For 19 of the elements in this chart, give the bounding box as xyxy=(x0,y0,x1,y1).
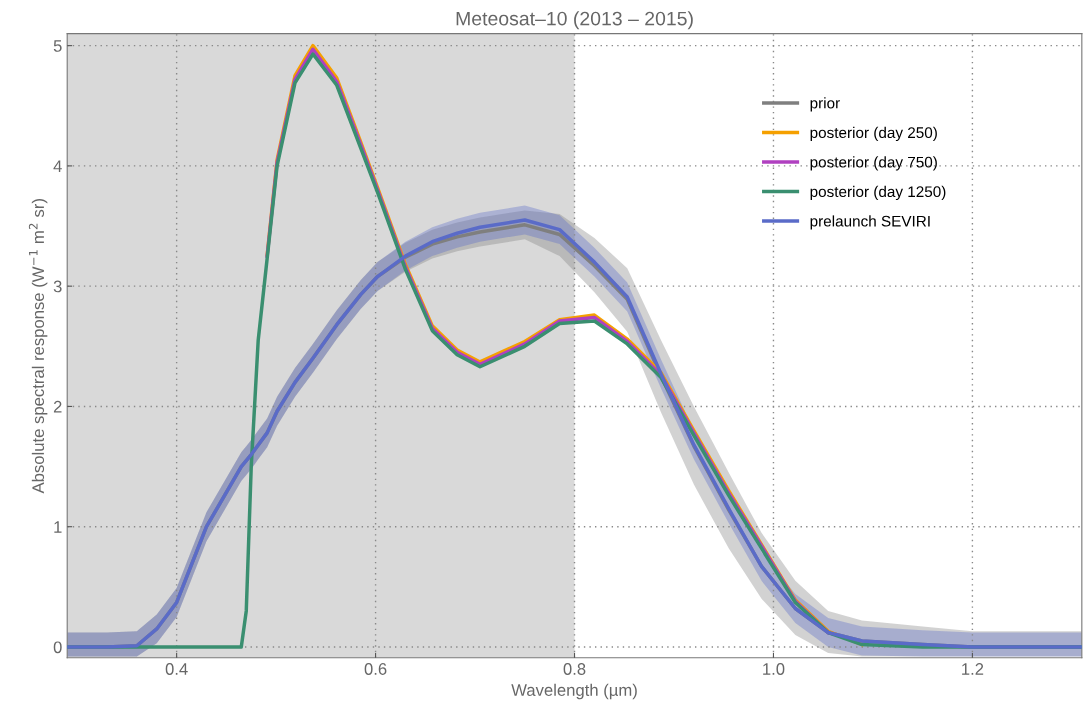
x-tick-label: 1.2 xyxy=(962,663,984,675)
y-tick-label: 1 xyxy=(54,521,62,533)
legend-label: posterior (day 1250) xyxy=(810,185,946,201)
chart-title: Meteosat‒10 (2013 ‒ 2015) xyxy=(456,11,693,30)
y-tick-label: 4 xyxy=(53,160,62,172)
y-tick-label: 3 xyxy=(53,280,62,293)
x-tick-label: 0.6 xyxy=(364,663,387,675)
legend-label: prior xyxy=(810,97,840,112)
y-tick-label: 5 xyxy=(53,40,62,52)
legend-label: prelaunch SEVIRI xyxy=(810,215,930,230)
x-tick-label: 1.0 xyxy=(763,663,785,675)
x-axis-title: Wavelength (µm) xyxy=(511,683,637,700)
y-tick-label: 0 xyxy=(53,641,62,654)
y-axis-title: Absolute spectral response (W$^{−1}$ m$^{2}$ sr) xyxy=(28,199,48,494)
y-tick-label: 2 xyxy=(53,400,62,413)
x-tick-label: 0.8 xyxy=(563,663,586,675)
legend-label: posterior (day 750) xyxy=(810,156,937,171)
x-tick-label: 0.4 xyxy=(165,663,188,675)
legend-label: posterior (day 250) xyxy=(810,126,937,142)
